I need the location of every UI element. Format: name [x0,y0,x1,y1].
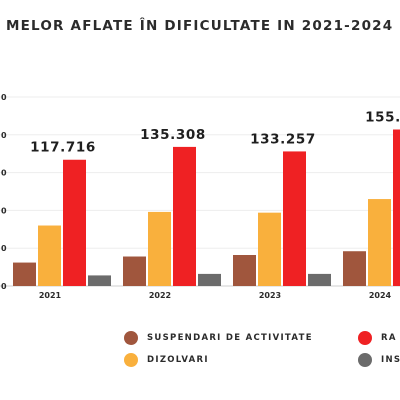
bar-dizolvari-2023 [258,212,281,286]
legend-swatch-ra [358,331,372,345]
bar-suspendari-2021 [13,262,36,286]
total-label: 117.716 [30,140,96,156]
x-tick-label: 2021 [39,291,62,300]
y-tick-label: 0 [1,93,7,102]
total-label: 155.20 [365,110,400,126]
bar-red-2021 [63,159,86,286]
legend-swatch-dizolvari [124,353,138,367]
bar-dizolvari-2022 [148,211,171,286]
bar-red-2023 [283,151,306,286]
legend-label-ra: RA [381,333,397,343]
legend-item-dizolvari: DIZOLVARI [124,353,209,367]
legend-item-ins: INS [358,353,400,367]
y-tick-label: 0 [1,244,7,253]
legend-label-ins: INS [381,355,400,365]
y-tick-label: 0 [1,131,7,140]
legend-swatch-suspendari [124,331,138,345]
bar-red-2022 [173,146,196,286]
x-tick-label: 2023 [259,291,281,300]
y-tick-label: 0 [1,206,7,215]
total-label: 133.257 [250,131,316,147]
bar-gray-2021 [88,275,111,286]
legend-label-dizolvari: DIZOLVARI [147,355,209,365]
bar-gray-2022 [198,273,221,286]
legend-swatch-ins [358,353,372,367]
legend-label-suspendari: SUSPENDARI DE ACTIVITATE [147,333,313,343]
bar-suspendari-2023 [233,255,256,286]
y-tick-label: 0 [1,169,7,178]
legend-item-ra: RA [358,331,397,345]
bar-red-2024 [393,129,400,286]
bar-gray-2023 [308,273,331,286]
bar-dizolvari-2021 [38,225,61,286]
chart-title: MELOR AFLATE ÎN DIFICULTATE IN 2021-2024 [6,18,394,34]
y-tick-label: 0 [1,282,7,291]
bar-suspendari-2022 [123,256,146,286]
x-tick-label: 2022 [149,291,171,300]
bar-dizolvari-2024 [368,199,391,286]
x-tick-label: 2024 [369,291,392,300]
legend-item-suspendari: SUSPENDARI DE ACTIVITATE [124,331,313,345]
bar-suspendari-2024 [343,251,366,286]
total-label: 135.308 [140,127,206,143]
